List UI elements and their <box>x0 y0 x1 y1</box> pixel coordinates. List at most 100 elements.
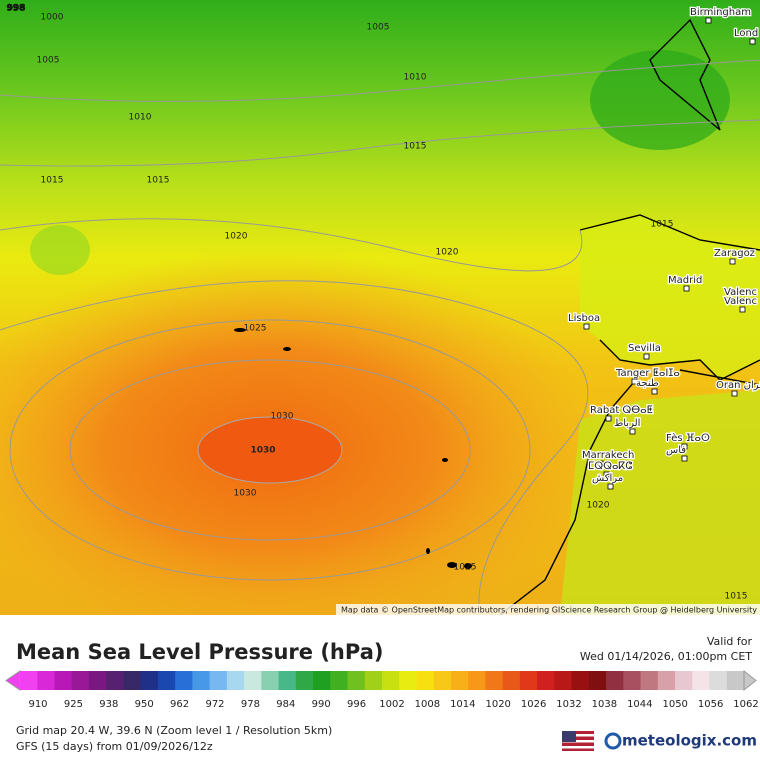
colorbar-swatch <box>20 671 38 690</box>
isobar-label: 1000 <box>41 13 64 23</box>
colorbar-swatch <box>709 671 728 690</box>
city-label: مراكش <box>592 473 623 484</box>
colorbar-tick-label: 996 <box>347 699 366 710</box>
colorbar-swatch <box>657 671 676 690</box>
colorbar-swatch <box>71 671 90 690</box>
isobar-label: 1015 <box>651 220 674 230</box>
isobar-label: 1015 <box>41 176 64 186</box>
attribution: Map data © OpenStreetMap contributors, r… <box>341 606 757 615</box>
city-label: Tanger ⵟⴰⵏⵊⴰ <box>615 368 680 379</box>
colorbar-swatch <box>295 671 314 690</box>
colorbar-tick-label: 950 <box>135 699 154 710</box>
colorbar-tick-label: 962 <box>170 699 189 710</box>
colorbar-swatch <box>416 671 435 690</box>
city-label: Lisboa <box>568 313 600 324</box>
colorbar-swatch <box>364 671 383 690</box>
logo[interactable]: meteologix.com <box>622 732 757 750</box>
isobar-label: 1010 <box>404 73 427 83</box>
colorbar-swatch <box>468 671 486 690</box>
colorbar-swatch <box>261 671 280 690</box>
isobar-label: 1020 <box>225 232 248 242</box>
colorbar-tick-label: 984 <box>276 699 295 710</box>
city-marker <box>729 258 736 265</box>
colorbar-swatch <box>313 671 331 690</box>
colorbar-swatch <box>399 671 417 690</box>
isobar-label: 1025 <box>244 324 267 334</box>
title: Mean Sea Level Pressure (hPa) <box>16 640 383 664</box>
city-label: Zaragoz <box>714 248 755 259</box>
colorbar-tick-label: 972 <box>205 699 224 710</box>
colorbar-tick-label: 1044 <box>627 699 652 710</box>
colorbar-tick-label: 910 <box>28 699 47 710</box>
colorbar-swatch <box>450 671 469 690</box>
city-label: Rabat ⵕⴱⴰⵟ <box>590 405 653 416</box>
city-marker <box>631 378 638 385</box>
colorbar-swatch <box>554 671 573 690</box>
city-marker <box>749 38 756 45</box>
colorbar-swatch <box>278 671 297 690</box>
city-marker <box>731 390 738 397</box>
colorbar-swatch <box>382 671 400 690</box>
colorbar-tick-label: 1008 <box>415 699 440 710</box>
colorbar-tick-label: 925 <box>64 699 83 710</box>
isobar-label: 1030 <box>250 446 275 456</box>
city-label: Birmingham <box>690 7 751 18</box>
city-marker <box>603 471 610 478</box>
colorbar-swatch <box>502 671 521 690</box>
colorbar-swatch <box>140 671 159 690</box>
colorbar-swatch <box>623 671 642 690</box>
isobar-label: 1030 <box>234 489 257 499</box>
city-marker <box>651 388 658 395</box>
city-label: Lond <box>734 28 758 39</box>
logo-icon <box>604 732 622 750</box>
colorbar-swatch <box>209 671 228 690</box>
colorbar-tick-label: 1062 <box>733 699 758 710</box>
city-label: Sevilla <box>628 343 661 354</box>
colorbar-swatch <box>54 671 73 690</box>
city-marker <box>607 483 614 490</box>
city-label: Marrakech <box>582 450 634 461</box>
city-marker <box>683 285 690 292</box>
colorbar-tick-label: 1050 <box>662 699 687 710</box>
model-run: GFS (15 days) from 01/09/2026/12z <box>16 740 213 753</box>
city-label: Valenc <box>724 287 757 298</box>
city-label: فاس <box>666 445 686 456</box>
colorbar-swatch <box>537 671 555 690</box>
city-label: طنجة <box>636 378 659 389</box>
colorbar-swatch <box>37 671 55 690</box>
flag <box>562 731 594 751</box>
isobar-label: 1020 <box>587 501 610 511</box>
colorbar-tick-label: 1032 <box>556 699 581 710</box>
city-marker <box>681 443 688 450</box>
colorbar-tick-label: 990 <box>312 699 331 710</box>
isobar-label: 998 <box>7 4 26 14</box>
colorbar-tick-label: 938 <box>99 699 118 710</box>
city-label: ⵎⵕⵕⴰⴽⵛ <box>588 461 632 472</box>
colorbar-swatch <box>675 671 693 690</box>
city-label: الرباط <box>614 418 640 429</box>
city-marker <box>629 428 636 435</box>
isobar-label: 1015 <box>404 142 427 152</box>
city-label: Oran وهران <box>716 380 760 391</box>
colorbar-swatch <box>433 671 452 690</box>
colorbar-swatch <box>157 671 176 690</box>
isobar-label: 1015 <box>147 176 170 186</box>
city-marker <box>739 306 746 313</box>
isobar-label: 1030 <box>271 412 294 422</box>
colorbar-tick-label: 978 <box>241 699 260 710</box>
colorbar-tick-label: 1056 <box>698 699 723 710</box>
isobar-label: 1020 <box>436 248 459 258</box>
city-marker <box>605 415 612 422</box>
valid-time: Wed 01/14/2026, 01:00pm CET <box>580 650 752 663</box>
city-label: Madrid <box>668 275 702 286</box>
colorbar-swatch <box>88 671 107 690</box>
colorbar-tick-label: 1002 <box>379 699 404 710</box>
isobar-label: 1025 <box>454 563 477 573</box>
city-marker <box>583 323 590 330</box>
colorbar-swatch <box>192 671 211 690</box>
map: 998 1000 1005 1005 1010 1010 1015 1015 1015 1020 1… <box>0 0 760 615</box>
city-label: Valenc <box>724 296 757 307</box>
colorbar-swatch <box>726 671 745 690</box>
colorbar-swatch <box>175 671 193 690</box>
